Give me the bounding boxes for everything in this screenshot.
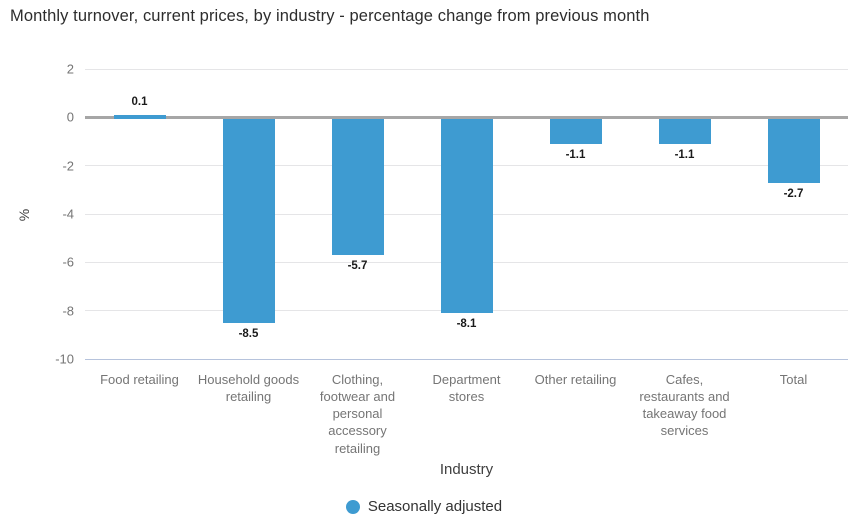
gridline: [85, 68, 848, 70]
bar[interactable]: [549, 117, 602, 144]
bar[interactable]: [440, 117, 493, 314]
y-tick-label: -2: [62, 158, 74, 174]
bar[interactable]: [222, 117, 275, 323]
x-category-label: Food retailing: [100, 372, 179, 387]
legend-marker-icon: [345, 499, 360, 514]
y-tick-label: -6: [62, 254, 74, 270]
bar[interactable]: [658, 117, 711, 144]
bar-value-label: -1.1: [674, 148, 695, 161]
y-tick-label: 0: [66, 109, 74, 125]
x-axis-title: Industry: [439, 461, 494, 478]
x-axis-category-labels: Food retailing Household goods retailing C…: [85, 371, 848, 457]
x-category-label: Total: [779, 372, 808, 387]
bar-value-label: -2.7: [783, 187, 804, 200]
x-category-label: Cafes, restaurants and takeaway food ser…: [639, 372, 730, 439]
x-category-label: Other retailing: [534, 372, 617, 387]
plot-area: 0.1 -8.5 -5.7 -8.1 -1.1 -1.1 -2.7: [85, 68, 848, 360]
legend-label: Seasonally adjusted: [367, 498, 503, 515]
y-axis-ticks: 2 0 -2 -4 -6 -8 -10: [0, 62, 74, 367]
x-category-label: Household goods retailing: [197, 372, 300, 405]
legend[interactable]: Seasonally adjusted: [0, 498, 848, 515]
y-tick-label: 2: [66, 61, 74, 77]
bar[interactable]: [767, 117, 820, 183]
x-category-label: Department stores: [432, 372, 501, 405]
zero-gridline: [85, 115, 848, 119]
bar-value-label: -8.5: [238, 327, 259, 340]
y-tick-label: -4: [62, 206, 74, 222]
y-tick-label: -8: [62, 303, 74, 319]
bar[interactable]: [113, 114, 166, 119]
chart-title: Monthly turnover, current prices, by ind…: [10, 7, 650, 25]
x-category-label: Clothing, footwear and personal accessor…: [319, 372, 396, 456]
bar-value-label: -1.1: [565, 148, 586, 161]
y-tick-label: -10: [55, 351, 74, 367]
bar-value-label: -5.7: [347, 260, 368, 273]
bar-value-label: 0.1: [131, 95, 148, 108]
bar-value-label: -8.1: [456, 318, 477, 331]
bar[interactable]: [331, 117, 384, 256]
gridline: [85, 358, 848, 360]
